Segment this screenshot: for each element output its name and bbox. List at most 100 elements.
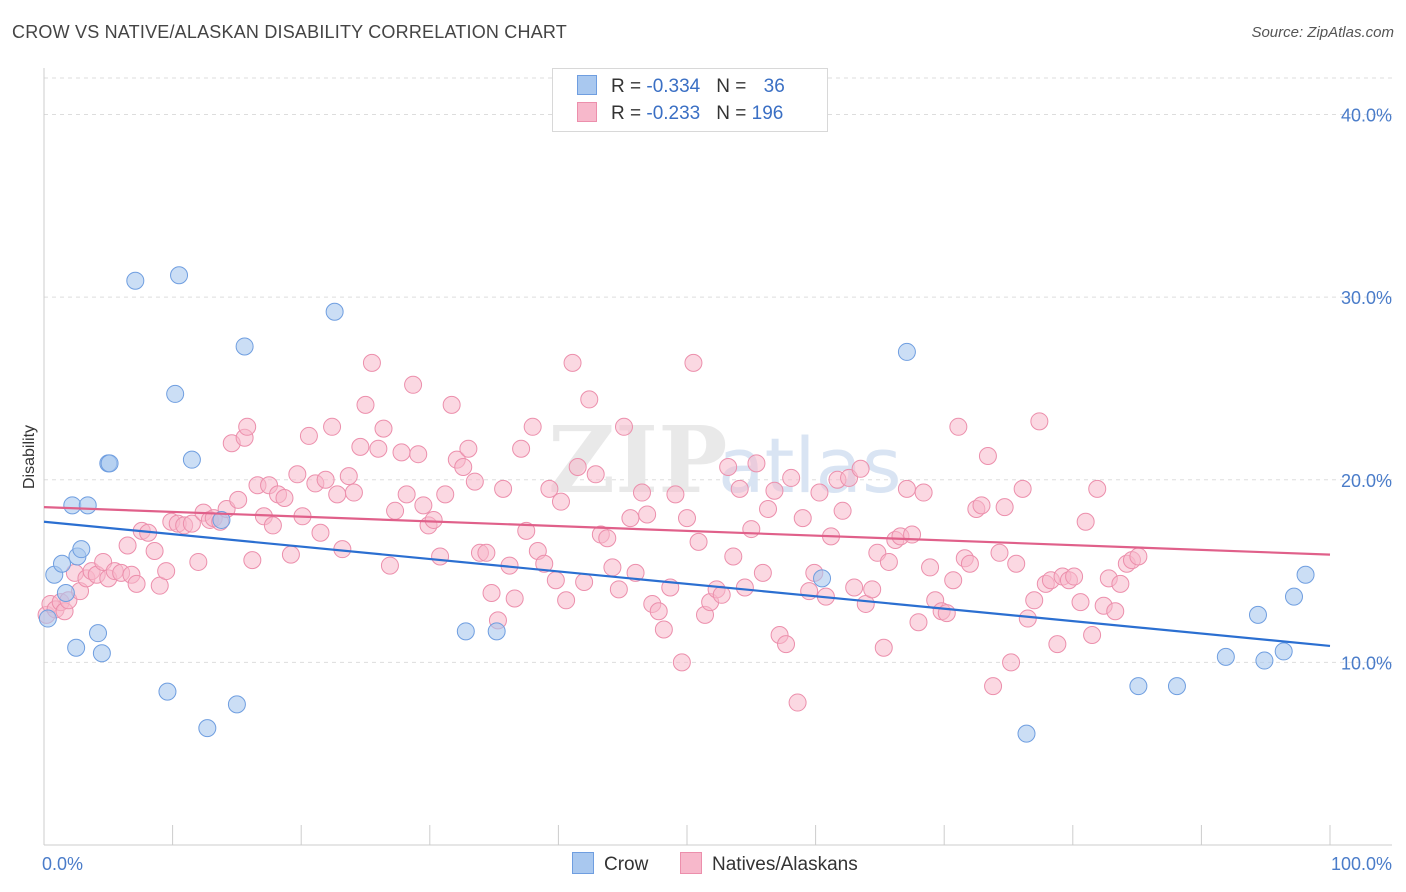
natives-point (455, 458, 472, 475)
natives-point (524, 418, 541, 435)
natives-point (938, 605, 955, 622)
natives-point (329, 486, 346, 503)
watermark-atlas: atlas (718, 421, 902, 510)
legend-swatch-crow (577, 75, 597, 95)
natives-point (239, 418, 256, 435)
natives-point (282, 546, 299, 563)
natives-point (996, 499, 1013, 516)
natives-point (622, 510, 639, 527)
natives-point (264, 517, 281, 534)
crow-point (1256, 652, 1273, 669)
natives-point (432, 548, 449, 565)
bottom-legend-swatch-crow (572, 852, 594, 874)
natives-point (415, 497, 432, 514)
crow-point (228, 696, 245, 713)
legend: R = -0.334 N = 36 R = -0.233 N = 196 (552, 68, 828, 132)
natives-point (667, 486, 684, 503)
crow-point (127, 272, 144, 289)
natives-point (552, 493, 569, 510)
bottom-legend-label-crow: Crow (604, 854, 648, 875)
x-tick-label: 100.0% (1331, 854, 1392, 874)
natives-point (1130, 548, 1147, 565)
natives-point (324, 418, 341, 435)
crow-point (1130, 678, 1147, 695)
natives-point (985, 678, 1002, 695)
natives-point (794, 510, 811, 527)
natives-point (466, 473, 483, 490)
crow-point (457, 623, 474, 640)
natives-point (748, 455, 765, 472)
natives-point (312, 524, 329, 541)
legend-r-label: R = (611, 76, 646, 97)
natives-point (898, 480, 915, 497)
legend-swatch-natives (577, 102, 597, 122)
natives-point (405, 376, 422, 393)
natives-point (1031, 413, 1048, 430)
natives-point (300, 427, 317, 444)
crow-point (57, 584, 74, 601)
natives-point (158, 563, 175, 580)
crow-point (159, 683, 176, 700)
natives-point (393, 444, 410, 461)
natives-point (370, 440, 387, 457)
grid-lines (44, 78, 1392, 662)
natives-point (289, 466, 306, 483)
natives-point (720, 458, 737, 475)
y-axis-label: Disability (21, 425, 38, 489)
legend-n-value-natives: 196 (752, 103, 784, 124)
natives-point (760, 500, 777, 517)
natives-point (864, 581, 881, 598)
natives-point (922, 559, 939, 576)
crow-point (1285, 588, 1302, 605)
natives-point (754, 564, 771, 581)
y-tick-label: 40.0% (1341, 106, 1392, 126)
crow-point (93, 645, 110, 662)
natives-point (230, 491, 247, 508)
crow-point (1297, 566, 1314, 583)
crow-point (814, 570, 831, 587)
y-tick-label: 20.0% (1341, 471, 1392, 491)
crow-point (171, 267, 188, 284)
natives-point (1084, 626, 1101, 643)
natives-point (846, 579, 863, 596)
natives-point (1077, 513, 1094, 530)
natives-point (736, 579, 753, 596)
natives-point (961, 555, 978, 572)
natives-point (685, 354, 702, 371)
natives-point (778, 636, 795, 653)
crow-point (183, 451, 200, 468)
crow-point (90, 625, 107, 642)
y-tick-labels: 10.0%20.0%30.0%40.0% (1341, 106, 1392, 674)
crow-point (1018, 725, 1035, 742)
natives-point (731, 480, 748, 497)
natives-point (558, 592, 575, 609)
natives-point (880, 553, 897, 570)
natives-point (363, 354, 380, 371)
crow-point (326, 303, 343, 320)
natives-point (443, 396, 460, 413)
natives-point (789, 694, 806, 711)
natives-point (547, 572, 564, 589)
natives-point (991, 544, 1008, 561)
natives-point (345, 484, 362, 501)
natives-point (381, 557, 398, 574)
natives-point (352, 438, 369, 455)
bottom-legend-swatch-natives (680, 852, 702, 874)
crow-point (39, 610, 56, 627)
crow-point (488, 623, 505, 640)
legend-r-value-natives: -0.233 (646, 103, 700, 124)
y-tick-label: 10.0% (1341, 653, 1392, 673)
crow-trend-line (44, 522, 1330, 646)
natives-point (190, 553, 207, 570)
natives-point (506, 590, 523, 607)
legend-row-crow: R = -0.334 N = 36 (577, 75, 785, 99)
legend-r-label: R = (611, 103, 646, 124)
natives-point (690, 533, 707, 550)
bottom-legend-label-natives: Natives/Alaskans (712, 854, 858, 875)
natives-point (1019, 610, 1036, 627)
natives-point (1014, 480, 1031, 497)
natives-point (317, 471, 334, 488)
natives-point (875, 639, 892, 656)
natives-point (679, 510, 696, 527)
crow-point (64, 497, 81, 514)
